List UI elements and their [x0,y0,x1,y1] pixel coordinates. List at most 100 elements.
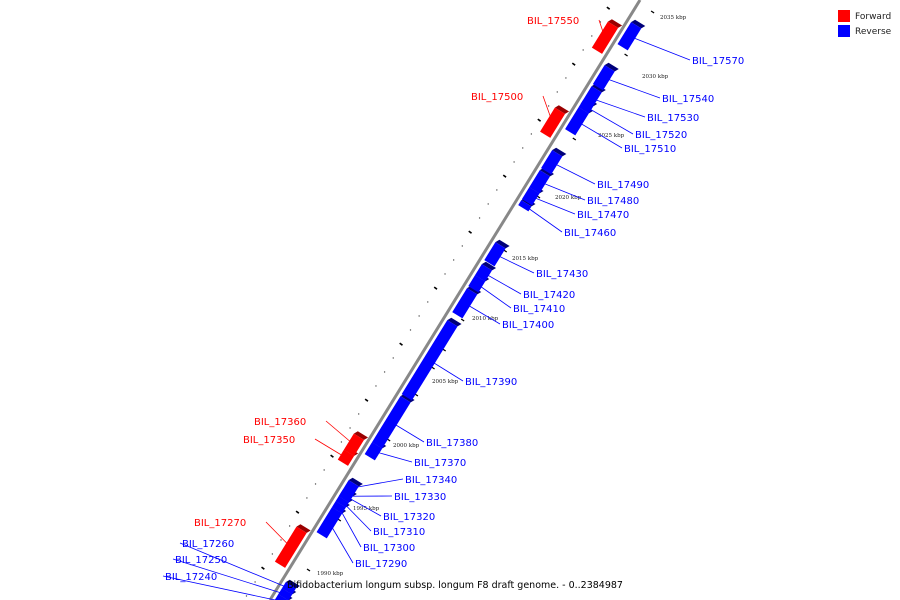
tick-mark [364,398,369,402]
gene-label[interactable]: BIL_17350 [243,435,295,446]
gene-label[interactable]: BIL_17310 [373,527,425,538]
tick-dot [461,245,463,247]
tick-mark [306,568,311,572]
tick-dot [383,371,386,373]
label-leader-line [345,495,382,517]
gene-feature-edge [591,83,606,93]
kbp-label: 1990 kbp [317,571,344,577]
gene-feature-edge [554,105,570,114]
gene-label[interactable]: BIL_17510 [624,144,676,155]
gene-label[interactable]: BIL_17570 [692,56,744,67]
tick-dot [245,595,248,597]
tick-dot [427,301,429,303]
gene-label[interactable]: BIL_17410 [513,304,565,315]
gene-label[interactable]: BIL_17480 [587,196,639,207]
gene-label[interactable]: BIL_17550 [527,16,579,27]
label-leader-line [483,272,522,295]
gene-feature-body [468,275,486,293]
label-leader-line [524,205,563,233]
gene-feature-bil_17570[interactable] [617,19,646,51]
kbp-label: 2035 kbp [660,15,687,21]
tick-dot [409,329,412,331]
kbp-label: 2020 kbp [555,195,582,201]
kbp-label: 2000 kbp [393,443,420,449]
gene-label[interactable]: BIL_17470 [577,210,629,221]
label-leader-line [342,501,372,532]
label-leader-line [603,77,661,99]
tick-mark [468,230,473,234]
legend-forward-swatch [838,10,850,22]
gene-label[interactable]: BIL_17430 [536,269,588,280]
genome-backbone [268,0,642,600]
kbp-scale-labels: 1990 kbp 1995 kbp 2000 kbp 2005 kbp 2010 kbp… [317,15,687,577]
tick-dot [547,105,550,107]
tick-dot [358,413,360,415]
gene-label[interactable]: BIL_17390 [465,377,517,388]
label-leader-line [551,161,596,185]
tick-mark [572,137,577,141]
label-leader-line [494,253,535,274]
label-leader-line [329,522,354,564]
gene-feature-edge [296,524,311,533]
tick-dot [556,91,558,93]
gene-label[interactable]: BIL_17290 [355,559,407,570]
tick-mark [502,174,507,178]
gene-label[interactable]: BIL_17400 [502,320,554,331]
gene-label[interactable]: BIL_17420 [523,290,575,301]
tick-dot [582,49,584,51]
gene-label[interactable]: BIL_17380 [426,438,478,449]
gene-label[interactable]: BIL_17370 [414,458,466,469]
label-leader-line [350,478,404,489]
label-leader-line [576,120,623,149]
gene-label[interactable]: BIL_17240 [165,572,217,583]
gene-label[interactable]: BIL_17270 [194,518,246,529]
legend: Forward Reverse [838,10,892,37]
tick-dot [591,35,593,37]
gene-feature-edge [285,579,300,589]
legend-reverse-label: Reverse [855,27,892,37]
tick-dot [392,357,394,359]
tick-mark [624,53,628,57]
label-leader-line [338,507,362,548]
gene-label[interactable]: BIL_17460 [564,228,616,239]
gene-label[interactable]: BIL_17360 [254,417,306,428]
gene-feature-edge [495,239,510,249]
label-leader-lines [162,19,691,600]
gene-label[interactable]: BIL_17330 [394,492,446,503]
label-leader-line [539,181,586,201]
tick-mark [330,454,334,458]
kbp-label: 2030 kbp [642,74,669,80]
label-leader-line [179,542,290,589]
label-leader-line [314,438,347,459]
tick-dot [418,315,420,317]
label-leader-line [373,450,413,463]
gene-label[interactable]: BIL_17250 [175,555,227,566]
gene-label[interactable]: BIL_17300 [363,543,415,554]
tick-dot [288,525,291,527]
kbp-label: 1995 kbp [353,506,380,512]
gene-label[interactable]: BIL_17540 [662,94,714,105]
gene-feature-edge [348,477,363,487]
label-leader-line [585,106,634,135]
label-leader-line [530,195,576,215]
label-leader-line [429,359,464,382]
gene-label[interactable]: BIL_17530 [647,113,699,124]
gene-label[interactable]: BIL_17320 [383,512,435,523]
kbp-label: 2010 kbp [472,316,499,322]
gene-label[interactable]: BIL_17340 [405,475,457,486]
gene-feature-edge [607,19,623,28]
tick-mark [295,510,300,514]
label-leader-line [391,421,425,443]
gene-label[interactable]: BIL_17260 [182,539,234,550]
gene-label[interactable]: BIL_17520 [635,130,687,141]
tick-dot [314,483,317,485]
gene-feature-edge [481,261,497,271]
kbp-label: 2025 kbp [598,133,625,139]
gene-feature-bil_17540[interactable] [592,62,619,91]
gene-label[interactable]: BIL_17490 [597,180,649,191]
gene-label[interactable]: BIL_17500 [471,92,523,103]
gene-feature-edge [447,317,462,327]
gene-feature-edge [467,285,482,295]
tick-dot [254,581,256,583]
gene-feature-edge [552,147,567,157]
